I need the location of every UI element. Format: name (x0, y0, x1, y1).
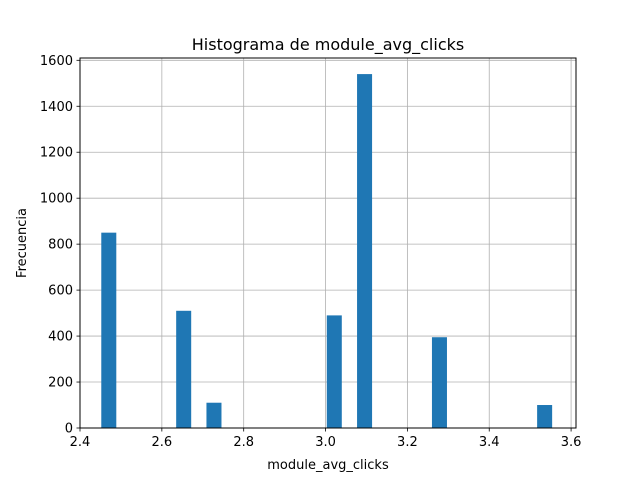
y-tick-label: 600 (48, 284, 73, 299)
histogram-bar (357, 74, 373, 428)
y-tick-label: 400 (48, 330, 73, 345)
x-tick-label: 3.0 (315, 435, 336, 450)
y-tick-label: 800 (48, 238, 73, 253)
x-tick-label: 3.4 (479, 435, 500, 450)
y-tick-label: 1600 (40, 54, 73, 69)
histogram-bar (537, 405, 553, 428)
histogram-bar (176, 310, 192, 428)
bars (101, 74, 553, 428)
x-tick-label: 2.4 (70, 435, 91, 450)
y-tick-label: 1000 (40, 192, 73, 207)
y-tick-label: 1400 (40, 100, 73, 115)
plot-frame (79, 57, 577, 429)
y-tick-label: 0 (65, 422, 73, 437)
y-tick-label: 200 (48, 376, 73, 391)
x-tick-label: 2.8 (233, 435, 254, 450)
histogram-bar (101, 232, 117, 428)
chart-title: Histograma de module_avg_clicks (192, 35, 464, 55)
y-axis: 0 200 400 600 800 1000 1200 1400 1600 (40, 54, 80, 437)
x-axis: 2.4 2.6 2.8 3.0 3.2 3.4 3.6 (70, 428, 582, 450)
x-tick-label: 3.2 (397, 435, 418, 450)
x-tick-label: 2.6 (152, 435, 173, 450)
histogram-bar (326, 315, 342, 428)
y-axis-title: Frecuencia (15, 208, 30, 278)
x-tick-label: 3.6 (561, 435, 582, 450)
x-axis-title: module_avg_clicks (267, 458, 389, 473)
histogram-bar (431, 337, 447, 428)
histogram-bar (206, 402, 222, 428)
y-tick-label: 1200 (40, 146, 73, 161)
